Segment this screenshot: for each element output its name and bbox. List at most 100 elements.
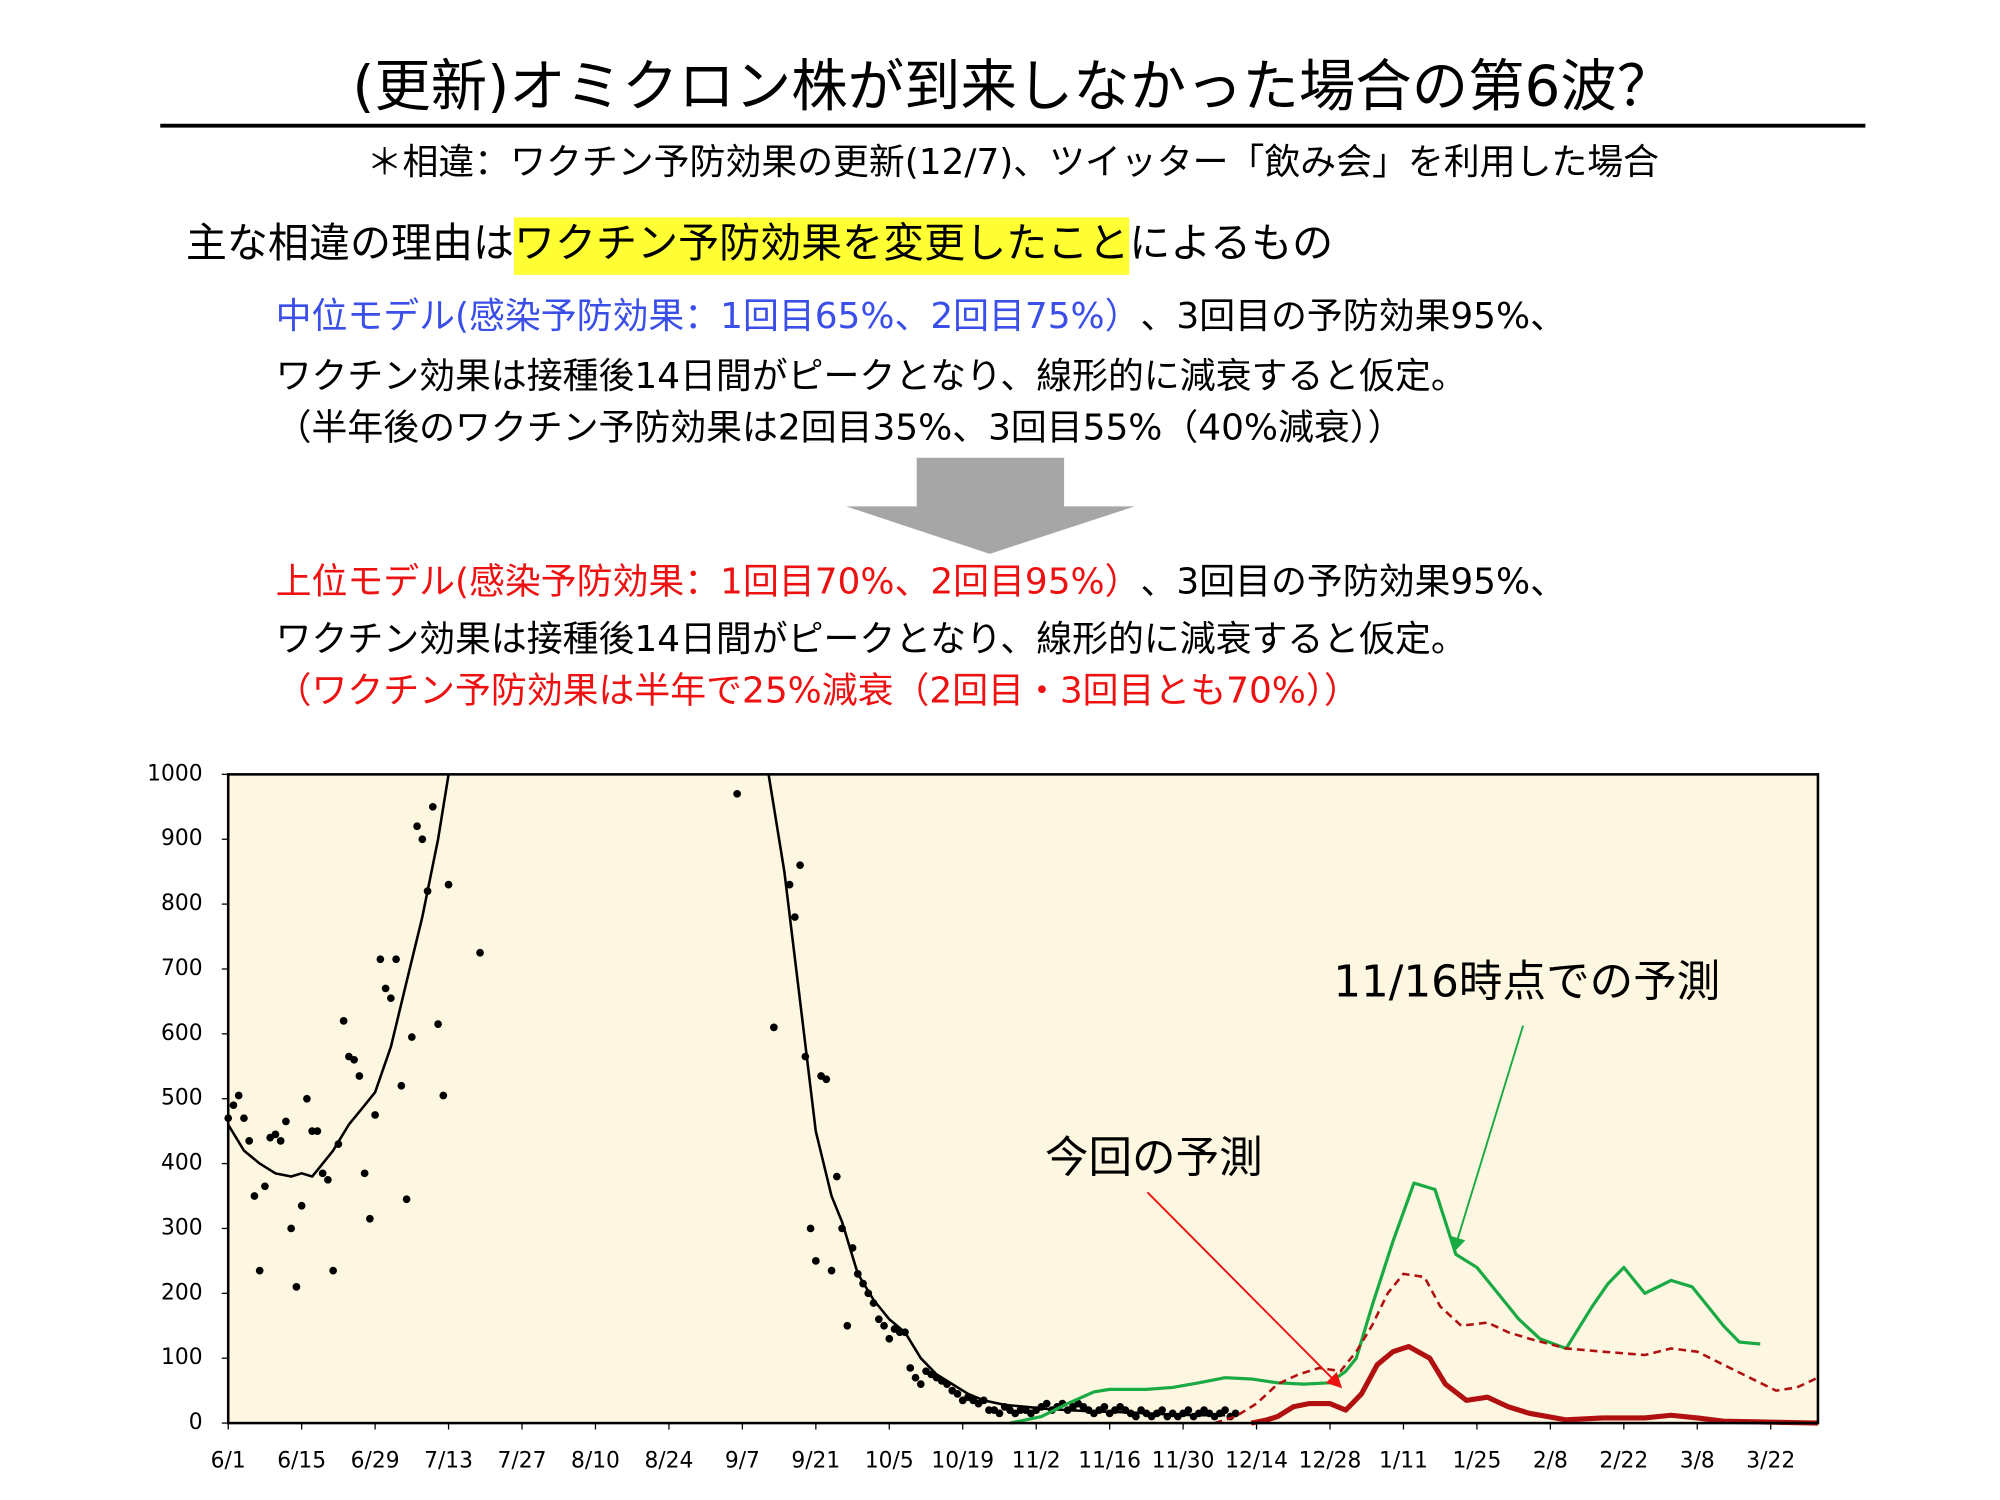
text-segment: によるもの (1129, 219, 1333, 267)
data-point (292, 1283, 301, 1291)
data-point (1184, 1406, 1193, 1414)
x-tick-label: 10/5 (865, 1449, 914, 1474)
data-point (843, 1321, 852, 1330)
y-tick-label: 200 (161, 1280, 203, 1305)
data-point (832, 1172, 841, 1181)
x-tick-label: 11/2 (1012, 1449, 1061, 1474)
data-point (397, 1081, 406, 1090)
plot-background (228, 774, 1818, 1424)
x-tick-label: 7/27 (498, 1449, 547, 1474)
x-tick-label: 9/21 (791, 1449, 840, 1474)
data-point (339, 1017, 348, 1025)
reason-line: 主な相違の理由は ワクチン予防効果を変更したこと によるもの (186, 217, 1333, 275)
text-segment: ワクチン効果は接種後14日間がピークとなり、線形的に減衰すると仮定。 (276, 356, 1467, 397)
text-segment: （半年後のワクチン予防効果は2回目35%、3回目55%（40%減衰）） (276, 407, 1404, 448)
data-point (271, 1130, 280, 1139)
y-tick-label: 300 (161, 1215, 203, 1240)
annotation-arrow (1146, 1191, 1343, 1389)
y-tick-label: 1000 (147, 761, 202, 786)
data-point (407, 1033, 416, 1041)
data-point (366, 1214, 374, 1223)
data-point (381, 984, 390, 993)
x-tick-label: 11/16 (1078, 1449, 1141, 1474)
data-point (376, 955, 385, 964)
data-point (885, 1334, 894, 1343)
annotation: 今回の予測 (1045, 1133, 1263, 1183)
data-point (418, 835, 427, 844)
x-tick-label: 1/11 (1379, 1449, 1428, 1474)
data-point (827, 1266, 836, 1275)
data-point (995, 1409, 1004, 1418)
data-point (303, 1094, 311, 1103)
data-point (811, 1257, 820, 1265)
y-tick-label: 100 (161, 1345, 203, 1370)
data-point (318, 1169, 327, 1178)
x-tick-label: 2/22 (1599, 1449, 1648, 1474)
text-segment: 上位モデル(感染予防効果：1回目70%、2回目95%） (276, 561, 1141, 602)
upper-model: 上位モデル(感染予防効果：1回目70%、2回目95%） 、3回目の予防効果95%、… (276, 561, 1566, 711)
data-point (785, 880, 794, 889)
data-point (392, 955, 400, 964)
data-point (439, 1091, 448, 1100)
data-point (313, 1127, 322, 1135)
data-point (229, 1101, 238, 1110)
text-segment: 中位モデル(感染予防効果：1回目65%、2回目75%） (276, 296, 1141, 337)
data-point (255, 1266, 264, 1275)
x-tick-label: 8/10 (571, 1449, 620, 1474)
data-point (234, 1091, 243, 1100)
y-tick-label: 800 (161, 891, 203, 916)
data-point (387, 994, 395, 1003)
data-point (1042, 1399, 1051, 1408)
series-line (1009, 1181, 1761, 1425)
x-tick-label: 1/25 (1452, 1449, 1501, 1474)
data-point (360, 1169, 369, 1178)
x-tick-label: 6/15 (277, 1449, 326, 1474)
data-point (733, 789, 741, 798)
data-point (880, 1321, 888, 1330)
y-tick-label: 400 (161, 1151, 203, 1176)
data-point (791, 913, 799, 921)
data-point (1100, 1403, 1109, 1411)
x-tick-label: 11/30 (1152, 1449, 1215, 1474)
subtitle: ＊相違：ワクチン予防効果の更新(12/7)、ツイッター「飲み会」を利用した場合 (367, 142, 1659, 183)
data-point (282, 1117, 290, 1126)
data-point (329, 1266, 337, 1275)
x-tick-label: 8/24 (644, 1449, 693, 1474)
data-point (355, 1072, 364, 1080)
data-point (413, 822, 421, 831)
data-point (350, 1055, 358, 1064)
y-tick-label: 600 (161, 1021, 203, 1046)
x-tick-label: 6/1 (211, 1449, 246, 1474)
down-arrow (846, 457, 1135, 554)
data-point (434, 1020, 442, 1028)
text-segment: （ワクチン予防効果は半年で25%減衰（2回目・3回目とも70%）） (276, 670, 1360, 711)
x-tick-label: 10/19 (931, 1449, 994, 1474)
data-point (476, 948, 484, 957)
x-tick-label: 3/22 (1746, 1449, 1795, 1474)
data-point (245, 1137, 254, 1145)
x-tick-label: 6/29 (351, 1449, 400, 1474)
data-point (796, 861, 804, 870)
data-point (916, 1380, 925, 1388)
series-line (1250, 1343, 1819, 1426)
data-point (806, 1224, 815, 1233)
data-point (250, 1192, 259, 1200)
text-segment: 、3回目の予防効果95%、 (1141, 296, 1566, 337)
data-point (371, 1111, 379, 1119)
x-tick-label: 2/8 (1533, 1449, 1568, 1474)
x-tick-label: 12/28 (1299, 1449, 1362, 1474)
data-point (324, 1175, 332, 1184)
text-segment: 、3回目の予防効果95%、 (1141, 561, 1566, 602)
data-point (953, 1390, 962, 1398)
x-tick-label: 7/13 (424, 1449, 473, 1474)
data-point (261, 1182, 269, 1191)
x-tick-label: 3/8 (1680, 1449, 1715, 1474)
data-point (402, 1195, 411, 1204)
data-point (428, 802, 437, 811)
data-point (822, 1075, 831, 1084)
data-point (297, 1201, 306, 1210)
data-point (1132, 1412, 1140, 1421)
data-point (287, 1224, 296, 1233)
text-segment: ワクチン予防効果を変更したこと (514, 219, 1129, 267)
